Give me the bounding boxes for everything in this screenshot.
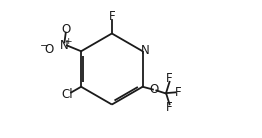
Text: Cl: Cl [61, 88, 73, 101]
Text: F: F [175, 86, 182, 99]
Text: N: N [141, 44, 150, 57]
Text: O: O [150, 83, 159, 96]
Text: +: + [64, 37, 72, 46]
Text: F: F [108, 10, 115, 23]
Text: F: F [166, 72, 173, 85]
Text: −: − [40, 41, 49, 51]
Text: O: O [61, 23, 70, 36]
Text: N: N [60, 39, 69, 52]
Text: F: F [166, 101, 173, 114]
Text: O: O [45, 43, 54, 56]
